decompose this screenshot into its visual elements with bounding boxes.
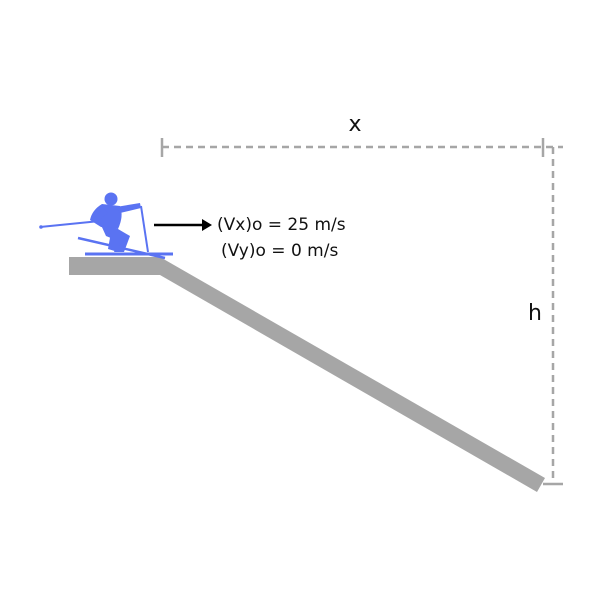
vy-initial-label: (Vy)o = 0 m/s <box>221 241 338 261</box>
h-label: h <box>528 301 542 326</box>
inclined-slope <box>160 257 545 492</box>
arrow-right-icon <box>154 219 212 231</box>
slope <box>69 257 545 492</box>
vertical-dimension <box>543 147 563 486</box>
vx-initial-label: (Vx)o = 25 m/s <box>217 215 346 235</box>
horizontal-dimension <box>160 138 563 157</box>
x-label: x <box>348 112 361 137</box>
skier-icon <box>39 192 173 260</box>
takeoff-platform <box>69 257 160 275</box>
